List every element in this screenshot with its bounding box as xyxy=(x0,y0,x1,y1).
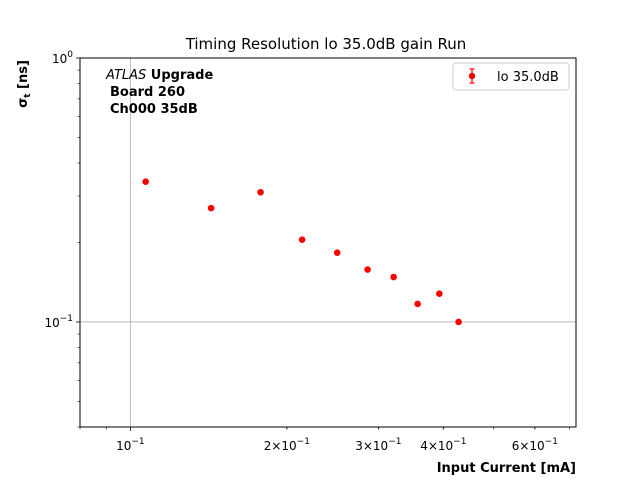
data-points xyxy=(142,178,462,326)
data-point xyxy=(207,204,215,212)
chart-title: Timing Resolution lo 35.0dB gain Run xyxy=(185,35,467,53)
data-point xyxy=(142,178,149,185)
x-tick-label: 3×10−1 xyxy=(355,437,401,453)
annotation-line-3: Ch000 35dB xyxy=(110,102,198,117)
x-axis-label: Input Current [mA] xyxy=(437,461,576,476)
x-tick-label: 4×10−1 xyxy=(420,437,466,453)
legend-box xyxy=(452,62,570,91)
data-point xyxy=(333,249,341,256)
data-point xyxy=(390,273,397,281)
y-axis-label-unit: [ns] xyxy=(16,60,31,93)
annotation-atlas: ATLAS xyxy=(105,68,146,83)
plot-frame xyxy=(79,57,577,428)
y-tick-label: 10−1 xyxy=(44,314,73,330)
y-axis-label-subscript: t xyxy=(23,93,33,98)
x-tick-label: 10−1 xyxy=(116,437,145,453)
data-point xyxy=(298,236,306,243)
data-point xyxy=(436,290,443,297)
atlas-annotation: ATLAS Upgrade Board 260 Ch000 35dB xyxy=(105,68,213,117)
annotation-upgrade: Upgrade xyxy=(146,68,213,83)
data-point xyxy=(455,318,462,326)
annotation-line-1: ATLAS Upgrade xyxy=(105,68,213,83)
y-axis-label: σt [ns] xyxy=(16,60,33,108)
annotation-line-2: Board 260 xyxy=(110,85,185,100)
y-tick-labels: 100 10−1 xyxy=(44,50,73,330)
data-point xyxy=(364,266,371,273)
legend: lo 35.0dB xyxy=(452,62,570,91)
y-tick-label: 100 xyxy=(52,50,73,66)
data-point xyxy=(257,188,264,196)
x-tick-labels: 10−1 2×10−1 3×10−1 4×10−1 6×10−1 xyxy=(116,437,558,453)
x-tick-label: 2×10−1 xyxy=(264,437,310,453)
x-tick-label: 6×10−1 xyxy=(512,437,558,453)
legend-label: lo 35.0dB xyxy=(497,70,559,85)
data-point xyxy=(414,300,421,308)
legend-marker xyxy=(468,72,476,80)
y-axis-label-symbol: σ xyxy=(16,98,31,108)
